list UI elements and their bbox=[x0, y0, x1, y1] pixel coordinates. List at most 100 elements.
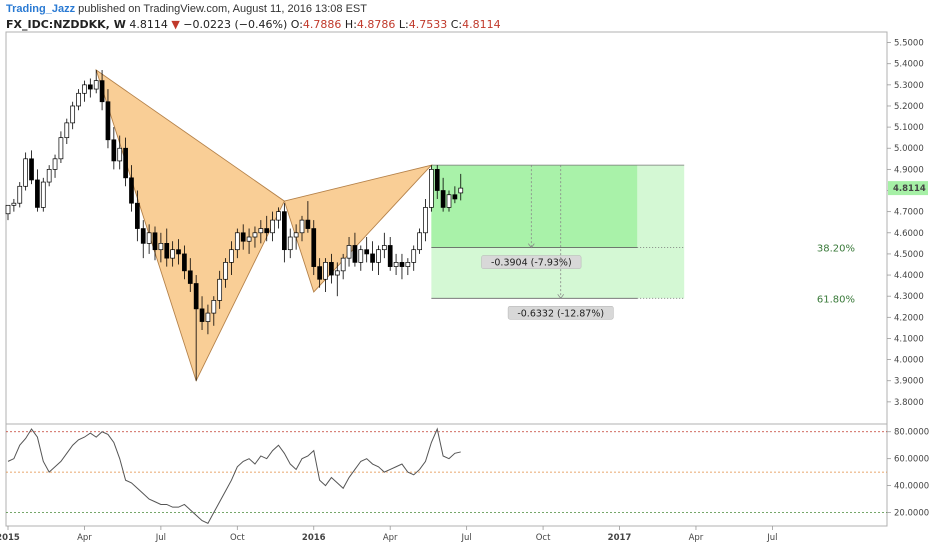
candle bbox=[287, 228, 293, 259]
candle bbox=[252, 226, 258, 248]
candle-body bbox=[52, 158, 58, 170]
candle bbox=[381, 232, 387, 259]
author-link[interactable]: Trading_Jazz bbox=[6, 3, 76, 15]
x-tick-label: Apr bbox=[383, 533, 398, 543]
candle-body bbox=[393, 262, 399, 267]
candle-body bbox=[140, 228, 146, 244]
x-tick-label: Oct bbox=[230, 533, 245, 543]
candle-body bbox=[434, 169, 440, 191]
candle-body bbox=[311, 228, 317, 267]
candle-body bbox=[264, 228, 270, 234]
candle bbox=[199, 296, 205, 331]
candle bbox=[64, 118, 70, 145]
candle bbox=[264, 215, 270, 242]
published-text: published on TradingView.com, August 11,… bbox=[75, 3, 367, 15]
candle-body bbox=[93, 80, 99, 90]
pattern-bcd bbox=[283, 164, 433, 293]
candle bbox=[276, 207, 281, 229]
price-tick-label: 4.0000 bbox=[894, 356, 924, 366]
measure-label-bg-0 bbox=[481, 255, 582, 269]
candle-body bbox=[317, 266, 322, 280]
candle-body bbox=[370, 253, 375, 263]
price-tick-label: 4.3000 bbox=[894, 292, 924, 302]
candle bbox=[246, 228, 252, 254]
candle-body bbox=[411, 249, 417, 263]
price-tick-label: 4.2000 bbox=[894, 313, 924, 323]
candle bbox=[99, 70, 105, 111]
candle bbox=[352, 232, 358, 267]
candle bbox=[440, 177, 446, 212]
rsi-tick-label: 40.0000 bbox=[894, 482, 929, 492]
candle bbox=[140, 220, 146, 259]
candle-body bbox=[352, 245, 358, 263]
candle bbox=[370, 241, 375, 271]
candle bbox=[334, 262, 340, 297]
candle bbox=[117, 135, 123, 170]
candle-body bbox=[358, 249, 364, 263]
candle bbox=[346, 237, 352, 267]
rsi-tick-label: 20.0000 bbox=[894, 509, 929, 519]
candle-body bbox=[223, 262, 228, 280]
candle-body bbox=[270, 219, 275, 234]
candle bbox=[393, 253, 399, 276]
candle-body bbox=[217, 278, 223, 301]
symbol-name: FX_IDC:NZDDKK, W bbox=[6, 18, 126, 31]
candle bbox=[223, 258, 228, 288]
candle-body bbox=[346, 245, 352, 259]
candle-body bbox=[199, 308, 205, 322]
current-price-badge bbox=[888, 181, 928, 196]
high-value: 4.8786 bbox=[356, 18, 396, 31]
price-tick-label: 5.3000 bbox=[894, 81, 924, 91]
candle bbox=[187, 258, 193, 292]
candle-body bbox=[58, 137, 64, 160]
candle-body bbox=[458, 187, 464, 194]
x-tick-label: 2015 bbox=[0, 533, 20, 543]
candle-body bbox=[164, 243, 170, 259]
candle bbox=[340, 253, 346, 280]
rsi-tick-label: 80.0000 bbox=[894, 428, 929, 438]
candle-body bbox=[35, 179, 40, 208]
candle bbox=[211, 296, 217, 326]
candle-body bbox=[364, 249, 370, 255]
candle-body bbox=[193, 283, 199, 310]
candle-body bbox=[117, 147, 123, 162]
candle-body bbox=[17, 185, 23, 204]
candle bbox=[129, 165, 134, 212]
candle bbox=[11, 198, 17, 212]
price-tick-label: 3.8000 bbox=[894, 398, 924, 408]
candle bbox=[358, 245, 364, 271]
publish-info: Trading_Jazz published on TradingView.co… bbox=[6, 3, 367, 15]
candle-body bbox=[440, 190, 446, 208]
candle bbox=[270, 211, 275, 242]
candle-body bbox=[276, 211, 281, 221]
candle bbox=[434, 165, 440, 199]
target-zone-inner bbox=[431, 165, 638, 248]
price-tick-label: 5.1000 bbox=[894, 123, 924, 133]
candlesticks bbox=[5, 70, 464, 381]
low-label: L: bbox=[398, 18, 409, 31]
candle bbox=[58, 131, 64, 164]
candle bbox=[387, 237, 393, 271]
candle bbox=[23, 152, 28, 191]
candle bbox=[146, 224, 152, 254]
candle-body bbox=[293, 232, 299, 238]
candle bbox=[17, 182, 23, 208]
candle bbox=[293, 224, 299, 250]
price-tick-label: 5.5000 bbox=[894, 39, 924, 49]
fib-label-1: 61.80% bbox=[817, 294, 855, 305]
candle-body bbox=[187, 270, 193, 284]
candle-body bbox=[452, 194, 458, 200]
last-price: 4.8114 bbox=[129, 18, 168, 31]
candle bbox=[135, 190, 140, 242]
candle-body bbox=[387, 245, 393, 267]
candle-body bbox=[111, 139, 117, 162]
candle bbox=[399, 253, 405, 280]
measurement-labels: -0.3904 (-7.93%) -0.6332 (-12.87%) bbox=[481, 165, 614, 320]
x-tick-label: Oct bbox=[536, 533, 551, 543]
candle bbox=[170, 241, 175, 267]
candle-body bbox=[329, 262, 334, 276]
candle bbox=[40, 177, 46, 212]
candle bbox=[305, 201, 311, 233]
price-tick-label: 5.4000 bbox=[894, 60, 924, 70]
